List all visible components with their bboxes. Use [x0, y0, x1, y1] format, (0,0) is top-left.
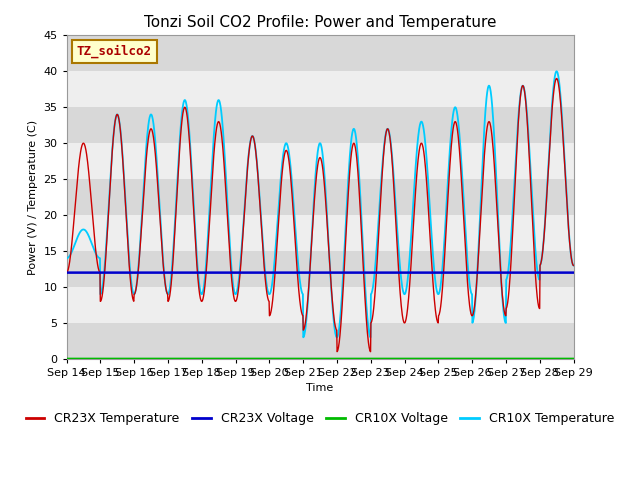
Bar: [67, 72, 573, 107]
Text: TZ_soilco2: TZ_soilco2: [77, 45, 152, 58]
Bar: [67, 251, 573, 287]
X-axis label: Time: Time: [307, 384, 333, 394]
Bar: [67, 323, 573, 359]
Y-axis label: Power (V) / Temperature (C): Power (V) / Temperature (C): [28, 120, 38, 275]
Bar: [67, 36, 573, 72]
Bar: [67, 287, 573, 323]
Bar: [67, 143, 573, 179]
Title: Tonzi Soil CO2 Profile: Power and Temperature: Tonzi Soil CO2 Profile: Power and Temper…: [144, 15, 496, 30]
Bar: [67, 215, 573, 251]
Bar: [67, 107, 573, 143]
Legend: CR23X Temperature, CR23X Voltage, CR10X Voltage, CR10X Temperature: CR23X Temperature, CR23X Voltage, CR10X …: [20, 407, 620, 430]
Bar: [67, 179, 573, 215]
